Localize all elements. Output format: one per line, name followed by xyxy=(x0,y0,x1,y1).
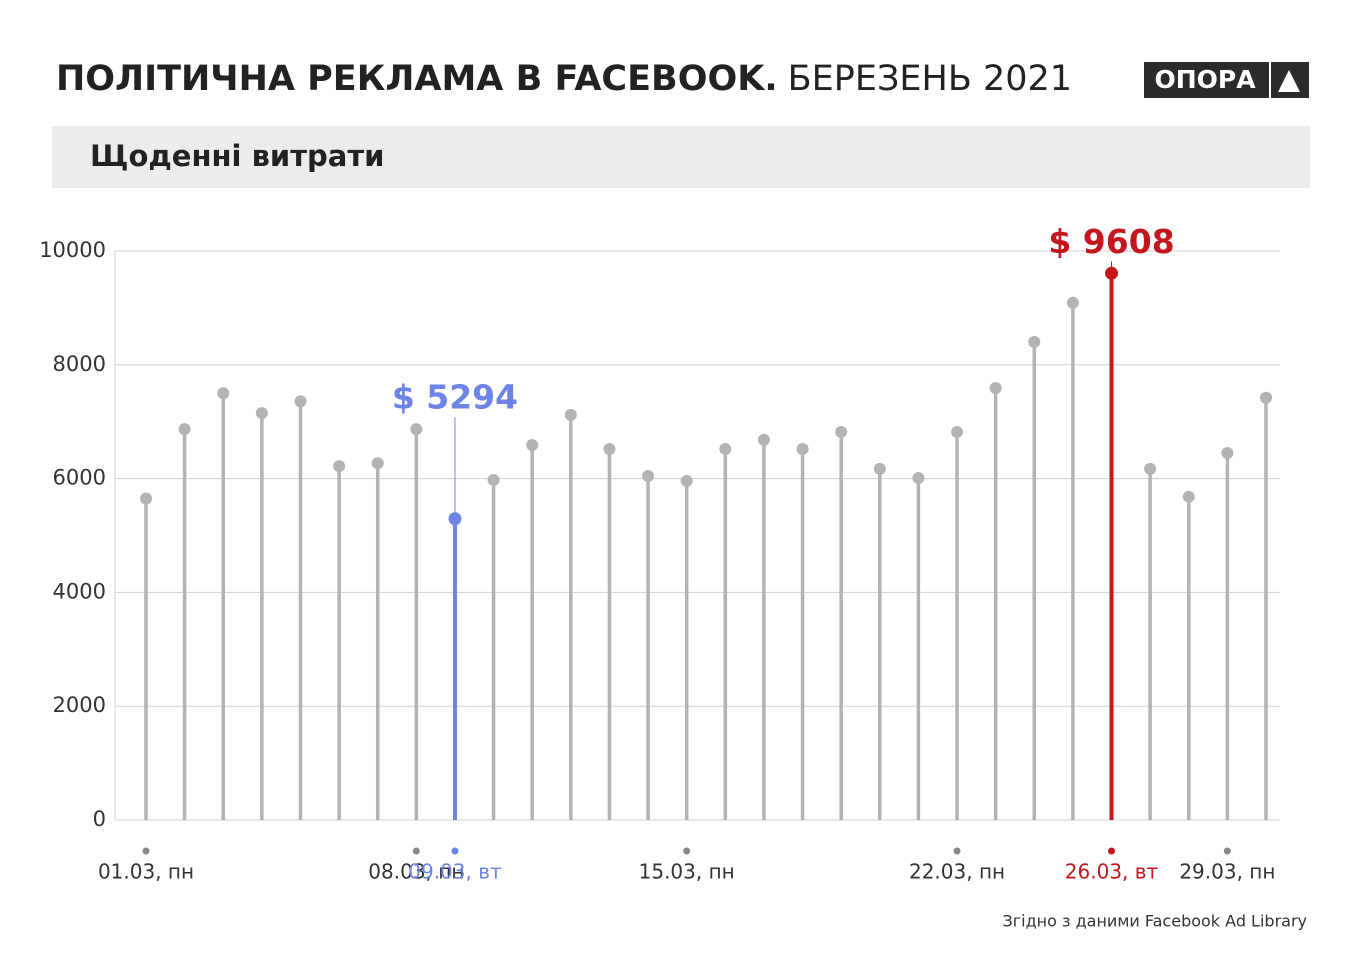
y-tick-label: 2000 xyxy=(53,693,106,717)
dot xyxy=(835,425,848,438)
dot xyxy=(564,408,577,421)
source: Згідно з даними Facebook Ad Library xyxy=(1003,912,1308,931)
y-tick-label: 6000 xyxy=(53,466,106,490)
dot xyxy=(255,407,268,420)
dot xyxy=(1066,296,1079,309)
dot xyxy=(642,470,655,483)
dot xyxy=(912,472,925,485)
logo-triangle xyxy=(1278,70,1300,92)
dot xyxy=(217,387,230,400)
dot xyxy=(526,439,539,452)
x-tick-dot xyxy=(451,847,459,855)
dot xyxy=(603,443,616,456)
dot xyxy=(1028,336,1041,349)
value-label: $ 5294 xyxy=(392,378,518,417)
dot xyxy=(371,457,384,470)
x-tick-dot xyxy=(953,847,961,855)
x-tick-label: 26.03, вт xyxy=(1065,860,1159,884)
y-tick-label: 4000 xyxy=(53,579,106,603)
subtitle-box xyxy=(52,126,1310,188)
x-tick-label: 09.03, вт xyxy=(408,860,502,884)
title-bold: ПОЛІТИЧНА РЕКЛАМА В FACEBOOK. xyxy=(56,59,778,99)
y-tick-label: 10000 xyxy=(39,238,106,262)
dot xyxy=(140,492,152,505)
x-tick-label: 15.03, пн xyxy=(639,860,735,884)
dot xyxy=(1144,462,1157,475)
dot xyxy=(294,395,307,408)
y-tick-label: 0 xyxy=(93,807,106,831)
logo: ОПОРА xyxy=(1154,65,1256,94)
title-regular: БЕРЕЗЕНЬ 2021 xyxy=(788,59,1072,99)
dot xyxy=(1221,446,1234,459)
dot xyxy=(178,423,191,436)
dot xyxy=(1260,391,1272,404)
y-tick-label: 8000 xyxy=(53,352,106,376)
dot xyxy=(1182,490,1195,503)
x-tick-dot xyxy=(1223,847,1231,855)
x-tick-dot xyxy=(142,847,150,855)
title: ПОЛІТИЧНА РЕКЛАМА В FACEBOOK. БЕРЕЗЕНЬ 20… xyxy=(56,59,1072,99)
dot xyxy=(410,423,423,436)
dot xyxy=(796,443,809,456)
x-tick-label: 08.03, пн xyxy=(368,860,464,884)
x-tick-label: 22.03, пн xyxy=(909,860,1005,884)
dot xyxy=(989,382,1002,395)
dot xyxy=(719,443,732,456)
x-tick-dot xyxy=(412,847,420,855)
dot xyxy=(757,433,770,446)
x-tick-label: 01.03, пн xyxy=(98,860,194,884)
dot xyxy=(951,425,964,438)
x-tick-dot xyxy=(683,847,691,855)
value-label: $ 9608 xyxy=(1048,222,1174,261)
dot xyxy=(487,474,500,487)
dot xyxy=(680,474,693,487)
subtitle: Щоденні витрати xyxy=(90,139,385,173)
x-tick-dot xyxy=(1108,847,1116,855)
dot xyxy=(333,460,346,473)
dot xyxy=(873,462,886,475)
x-tick-label: 29.03, пн xyxy=(1179,860,1275,884)
